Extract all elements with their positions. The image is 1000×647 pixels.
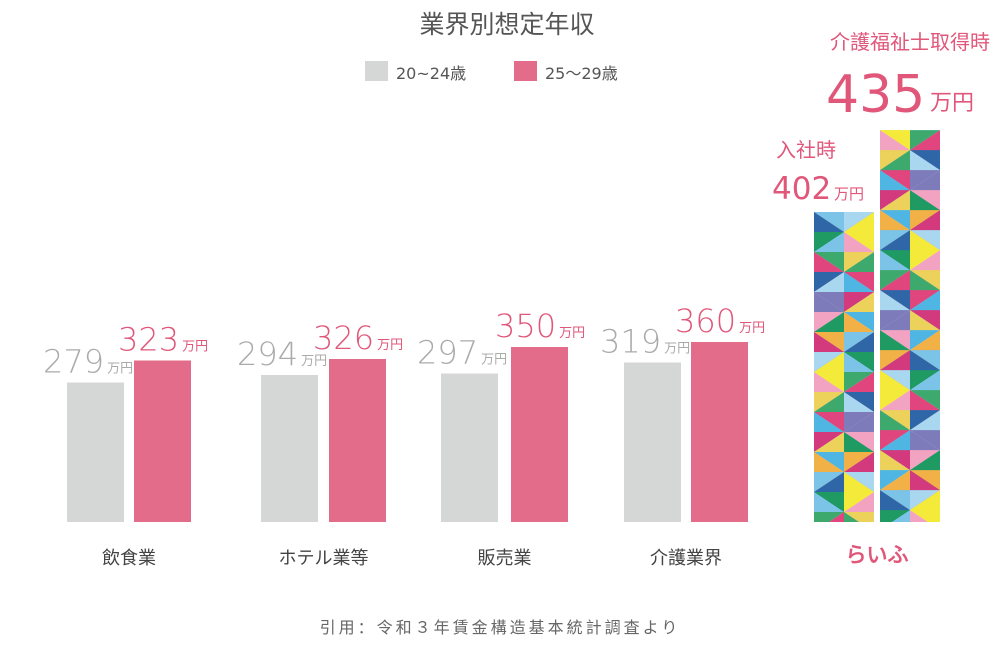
source-note: 引用：令和３年賃金構造基本統計調査より: [320, 618, 681, 637]
value-label-20-24-3: 319 万円: [600, 323, 690, 361]
value-label-25-29-3: 360 万円: [675, 302, 765, 340]
category-label-4: らいふ: [846, 543, 909, 567]
value-label-25-29-2: 350 万円: [495, 307, 585, 345]
value-label-20-24-0: 279 万円: [43, 343, 133, 381]
svg-text:326: 326: [313, 319, 374, 357]
legend-label-0: 20~24歳: [396, 64, 466, 83]
bar-25-29-1: [329, 359, 386, 522]
raifu-note-left: 入社時: [776, 138, 836, 162]
svg-text:万円: 万円: [930, 91, 974, 116]
bar-25-29-0: [134, 360, 191, 522]
bar-20-24-2: [441, 373, 498, 522]
category-label-2: 販売業: [478, 548, 532, 569]
svg-text:万円: 万円: [107, 362, 133, 377]
raifu-note-right: 介護福祉士取得時: [830, 30, 990, 54]
svg-text:435: 435: [826, 65, 925, 125]
svg-text:360: 360: [675, 302, 736, 340]
value-label-25-29-0: 323 万円: [118, 321, 208, 359]
svg-text:294: 294: [237, 335, 298, 373]
svg-text:万円: 万円: [182, 340, 208, 355]
category-label-0: 飲食業: [102, 548, 156, 569]
bar-25-29-3: [691, 342, 748, 522]
svg-text:319: 319: [600, 323, 661, 361]
svg-text:297: 297: [417, 334, 478, 372]
legend: 20~24歳 25～29歳: [365, 61, 618, 83]
bar-25-29-2: [511, 347, 568, 522]
svg-text:万円: 万円: [301, 354, 327, 369]
svg-text:279: 279: [43, 343, 104, 381]
value-label-25-29-4: 435 万円: [826, 65, 974, 125]
svg-text:万円: 万円: [559, 326, 585, 341]
svg-text:350: 350: [495, 307, 556, 345]
svg-text:万円: 万円: [739, 321, 765, 336]
legend-swatch-0: [365, 61, 388, 81]
svg-text:402: 402: [772, 171, 831, 207]
value-label-20-24-4: 402 万円: [772, 171, 864, 207]
value-label-20-24-1: 294 万円: [237, 335, 327, 373]
bar-20-24-1: [261, 375, 318, 522]
svg-text:万円: 万円: [834, 185, 864, 203]
category-label-1: ホテル業等: [279, 548, 369, 569]
bar-20-24-3: [624, 362, 681, 522]
raifu-bar-pattern: [814, 130, 940, 522]
svg-text:万円: 万円: [664, 342, 690, 357]
value-label-20-24-2: 297 万円: [417, 334, 507, 372]
value-label-25-29-1: 326 万円: [313, 319, 403, 357]
legend-label-1: 25～29歳: [545, 64, 618, 83]
svg-text:323: 323: [118, 321, 179, 359]
category-label-3: 介護業界: [650, 548, 722, 569]
legend-swatch-1: [514, 61, 537, 81]
chart-title: 業界別想定年収: [419, 10, 594, 39]
svg-text:万円: 万円: [377, 338, 403, 353]
bar-20-24-0: [67, 382, 124, 522]
svg-text:万円: 万円: [481, 353, 507, 368]
